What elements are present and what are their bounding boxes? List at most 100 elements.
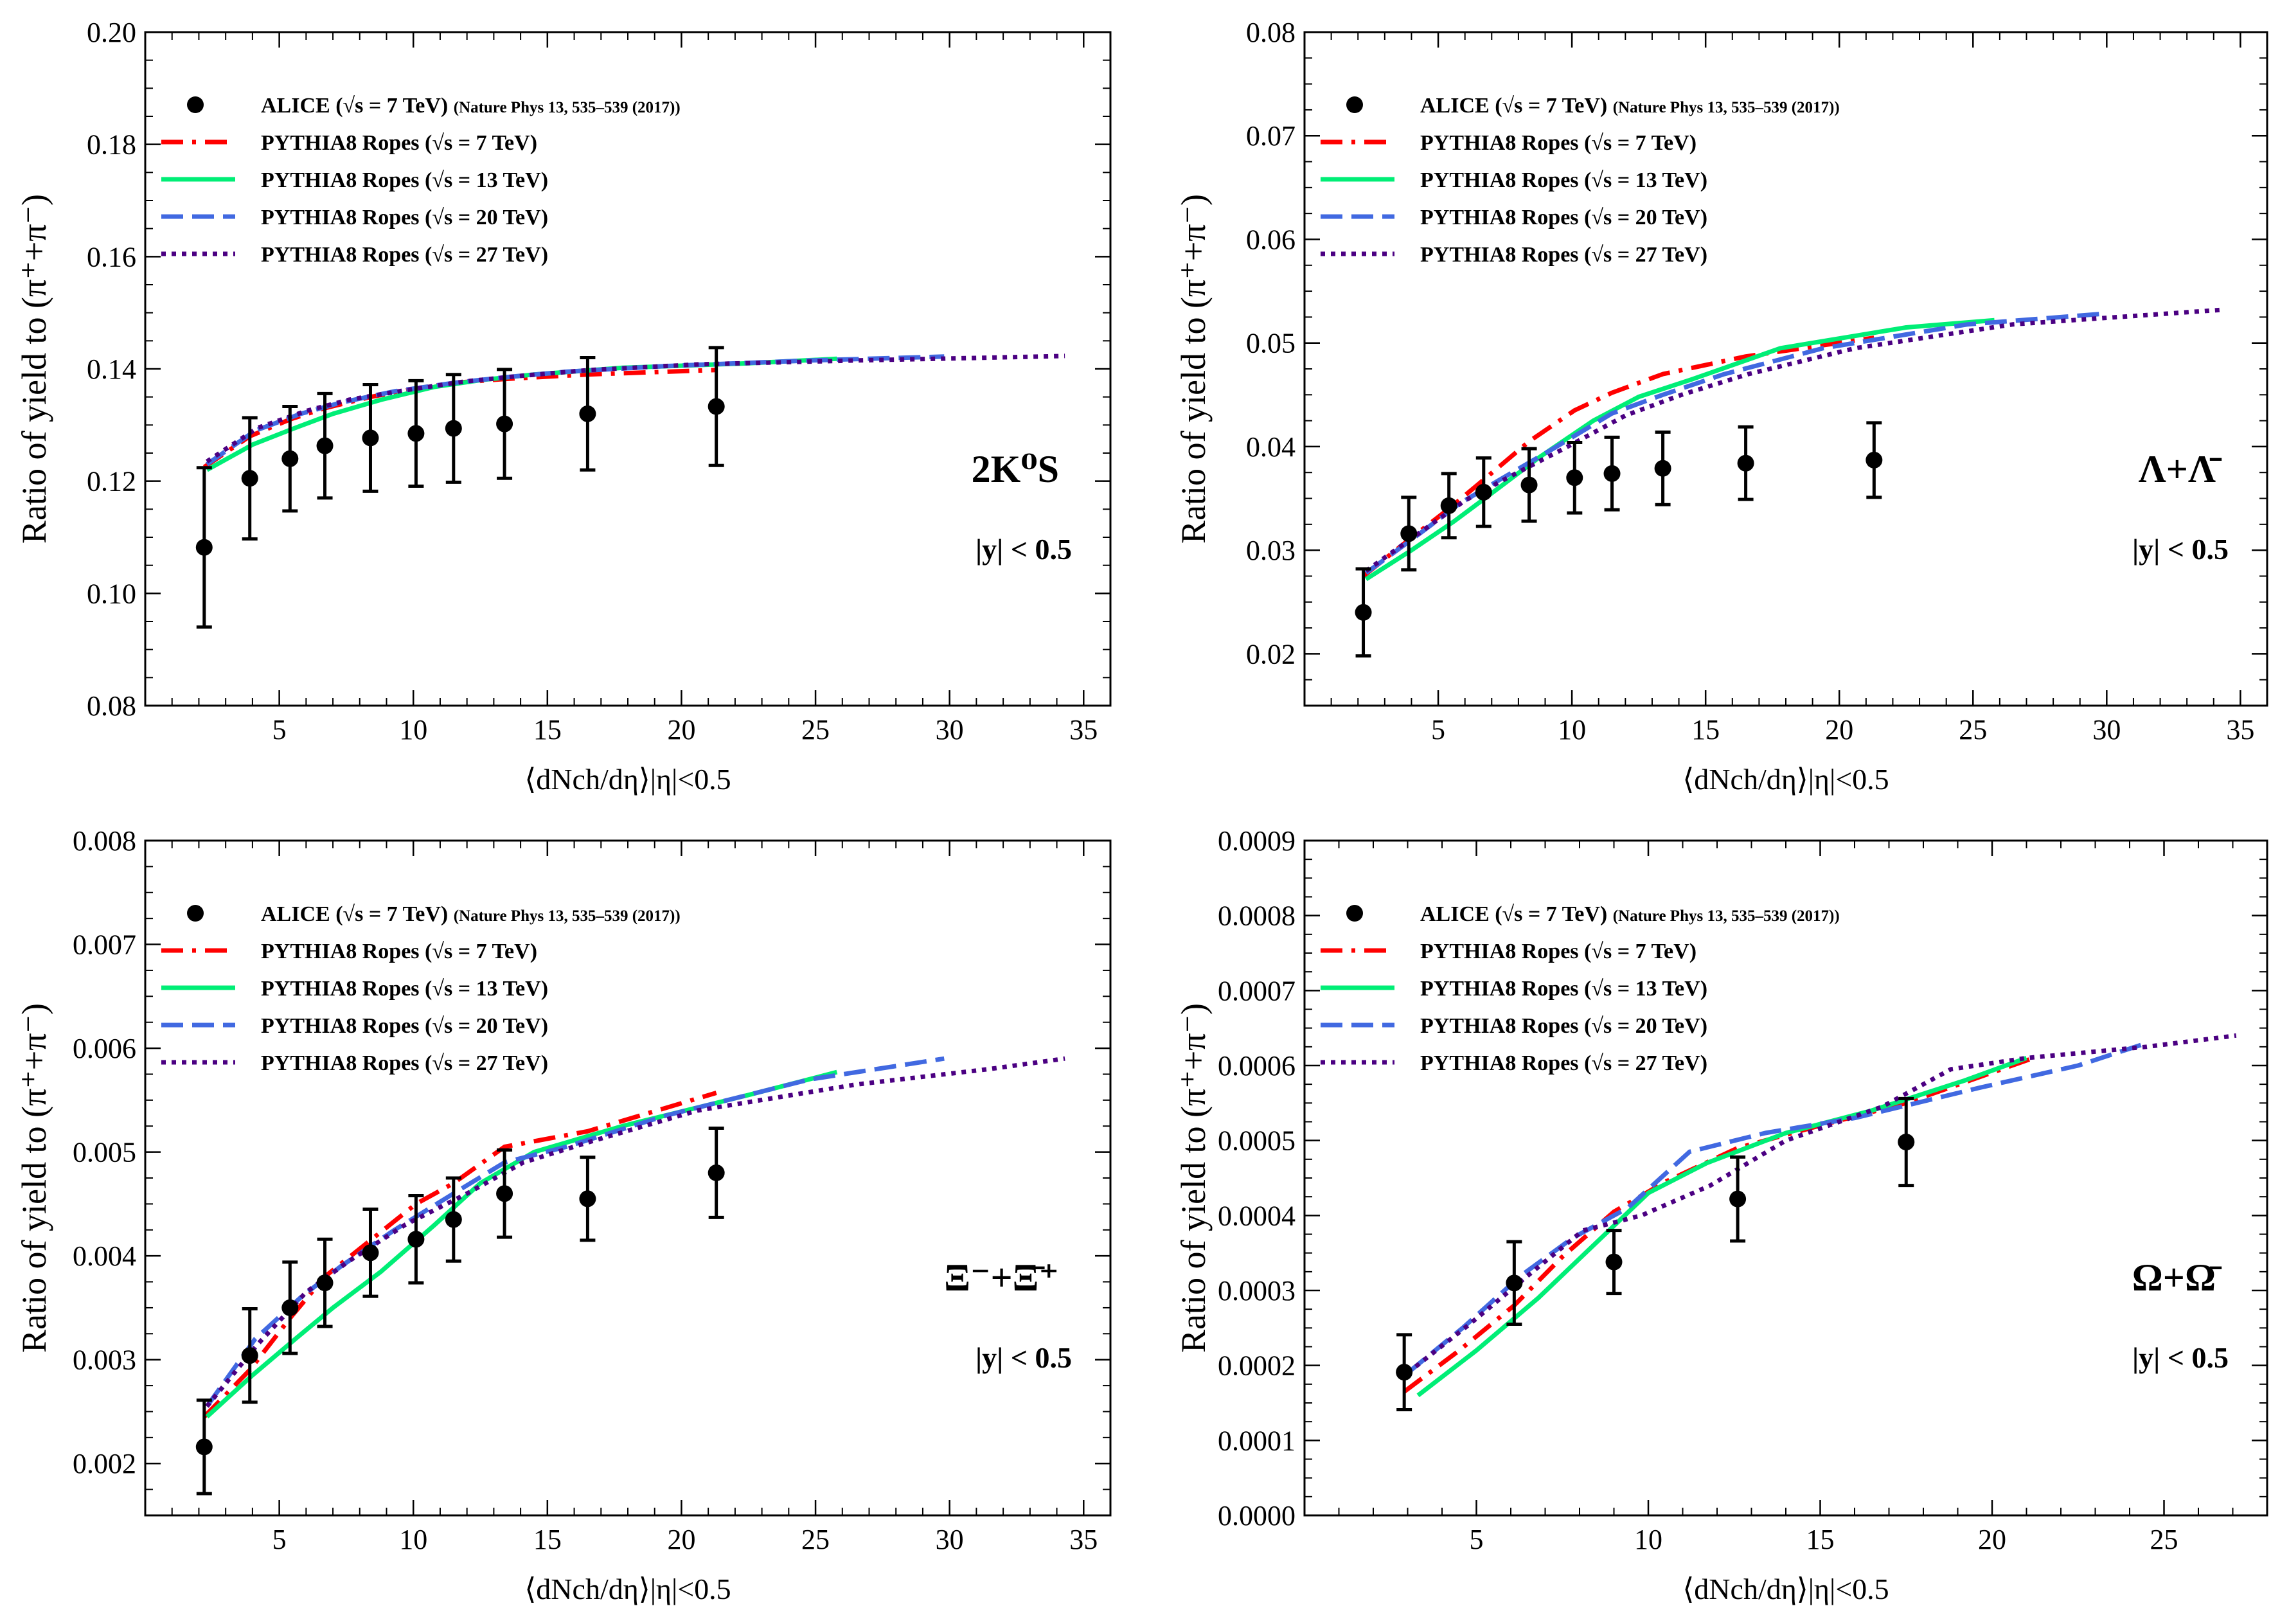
alice-point [445, 1211, 462, 1228]
alice-point [195, 539, 213, 556]
x-tick-label: 20 [1825, 714, 1853, 745]
x-tick-label: 10 [1634, 1524, 1662, 1555]
x-tick-label: 20 [667, 1524, 695, 1555]
alice-point [1866, 451, 1883, 468]
panel-top-left: 5 10 15 20 25 30 35 0.08 0.10 0.12 0.14 0.16 0.18 0.2… [15, 17, 1112, 796]
y-tick-label: 0.0005 [1218, 1125, 1296, 1157]
y-axis-label: Ratio of yield to (π⁺+π⁻) [1174, 1003, 1213, 1353]
x-tick-label: 25 [2150, 1524, 2178, 1555]
x-tick-label: 15 [533, 1524, 562, 1555]
alice-point [1506, 1274, 1523, 1292]
x-tick-label: 5 [1470, 1524, 1484, 1555]
legend-alice-marker [187, 96, 204, 113]
x-tick-label: 10 [399, 714, 427, 745]
alice-point [1603, 465, 1621, 482]
rapidity-label: |y| < 0.5 [975, 1341, 1072, 1374]
y-tick-label: 0.008 [73, 825, 136, 857]
y-tick-label: 0.0007 [1218, 975, 1296, 1006]
alice-point [1355, 603, 1372, 621]
alice-point [407, 425, 425, 442]
alice-point [1737, 454, 1754, 472]
y-tick-label: 0.02 [1246, 638, 1296, 670]
y-tick-label: 0.10 [87, 578, 136, 609]
particle-label: Λ+Λ̄ [2139, 448, 2222, 490]
alice-point [496, 415, 513, 433]
x-tick-label: 35 [2226, 714, 2254, 745]
series-line-3 [205, 1056, 945, 1408]
x-tick-label: 20 [1978, 1524, 2006, 1555]
y-tick-label: 0.05 [1246, 328, 1296, 359]
series-line-4 [206, 353, 1065, 464]
x-tick-label: 25 [1959, 714, 1987, 745]
alice-point [241, 470, 258, 487]
particle-label: Ω+Ω̄ [2132, 1256, 2222, 1299]
y-tick-label: 0.004 [73, 1240, 136, 1272]
y-tick-label: 0.0008 [1218, 900, 1296, 932]
legend-series-label: PYTHIA8 Ropes (√s = 20 TeV) [261, 206, 548, 229]
y-tick-label: 0.07 [1246, 120, 1296, 152]
series-line-2 [205, 1069, 838, 1419]
y-axis-label: Ratio of yield to (π⁺+π⁻) [15, 1003, 53, 1353]
x-axis-label: ⟨dNch/dη⟩|η|<0.5 [524, 1573, 731, 1605]
x-tick-label: 15 [1691, 714, 1720, 745]
panel-top-right: 5 10 15 20 25 30 35 0.02 0.03 0.04 0.05 0.06 0.07 0.0… [1174, 17, 2268, 796]
y-axis-label: Ratio of yield to (π⁺+π⁻) [1174, 194, 1213, 544]
y-tick-label: 0.0001 [1218, 1425, 1296, 1456]
alice-point [579, 405, 596, 422]
x-tick-label: 10 [399, 1524, 427, 1555]
alice-point [362, 429, 379, 447]
x-axis-label: ⟨dNch/dη⟩|η|<0.5 [1682, 1573, 1889, 1605]
y-tick-label: 0.16 [87, 241, 136, 272]
legend-alice-marker [1346, 905, 1363, 922]
y-tick-label: 0.03 [1246, 535, 1296, 566]
alice-point [316, 437, 334, 454]
alice-point [1729, 1190, 1747, 1208]
series-line-1 [1403, 1056, 2035, 1394]
y-tick-label: 0.007 [73, 929, 136, 961]
x-tick-label: 30 [936, 714, 964, 745]
x-tick-label: 15 [1806, 1524, 1835, 1555]
x-tick-label: 5 [1431, 714, 1445, 745]
y-tick-label: 0.003 [73, 1344, 136, 1376]
y-tick-label: 0.005 [73, 1137, 136, 1168]
alice-point [195, 1438, 213, 1456]
x-axis-label: ⟨dNch/dη⟩|η|<0.5 [1682, 763, 1889, 796]
legend-alice-ref: (Nature Phys 13, 535–539 (2017)) [1613, 907, 1840, 925]
series-line-4 [1406, 1033, 2237, 1375]
alice-point [1566, 469, 1583, 486]
particle-label: Ξ⁻+Ξ̄⁺ [944, 1256, 1059, 1299]
y-tick-label: 0.002 [73, 1448, 136, 1479]
x-tick-label: 5 [272, 714, 287, 745]
x-tick-label: 20 [667, 714, 695, 745]
legend-alice-label: ALICE (√s = 7 TeV) (Nature Phys 13, 535–… [261, 94, 681, 118]
legend-series-label: PYTHIA8 Ropes (√s = 27 TeV) [261, 243, 548, 267]
legend-series-label: PYTHIA8 Ropes (√s = 13 TeV) [1420, 168, 1707, 192]
legend-series-label: PYTHIA8 Ropes (√s = 13 TeV) [261, 977, 548, 1001]
y-tick-label: 0.12 [87, 466, 136, 497]
legend-series-label: PYTHIA8 Ropes (√s = 7 TeV) [1420, 940, 1697, 963]
series-line-3 [1364, 312, 2102, 575]
y-tick-label: 0.06 [1246, 224, 1296, 255]
alice-point [496, 1185, 513, 1202]
y-tick-label: 0.0003 [1218, 1275, 1296, 1307]
y-tick-label: 0.0009 [1218, 825, 1296, 857]
y-tick-label: 0.08 [87, 690, 136, 722]
y-tick-label: 0.08 [1246, 17, 1296, 48]
legend-series-label: PYTHIA8 Ropes (√s = 27 TeV) [1420, 1051, 1707, 1075]
legend-series-label: PYTHIA8 Ropes (√s = 7 TeV) [261, 131, 537, 155]
alice-point [281, 1299, 299, 1316]
particle-label: 2K⁰S [972, 448, 1059, 490]
legend-alice-label: ALICE (√s = 7 TeV) (Nature Phys 13, 535–… [261, 902, 681, 926]
legend-series-label: PYTHIA8 Ropes (√s = 13 TeV) [261, 168, 548, 192]
legend-series-label: PYTHIA8 Ropes (√s = 27 TeV) [1420, 243, 1707, 267]
rapidity-label: |y| < 0.5 [2132, 1341, 2229, 1374]
alice-point [708, 1164, 725, 1181]
alice-point [1520, 476, 1538, 494]
panel-bottom-left: 5 10 15 20 25 30 35 0.002 0.003 0.004 0.005 0.006 0.… [15, 825, 1112, 1605]
alice-point [407, 1231, 425, 1248]
alice-point [1396, 1364, 1413, 1381]
x-tick-label: 35 [1069, 1524, 1098, 1555]
panel-bottom-right: 5 10 15 20 25 0.0000 0.0001 0.0002 0.0003 0.0004 0… [1174, 825, 2268, 1605]
legend-alice-label: ALICE (√s = 7 TeV) (Nature Phys 13, 535–… [1420, 902, 1840, 926]
